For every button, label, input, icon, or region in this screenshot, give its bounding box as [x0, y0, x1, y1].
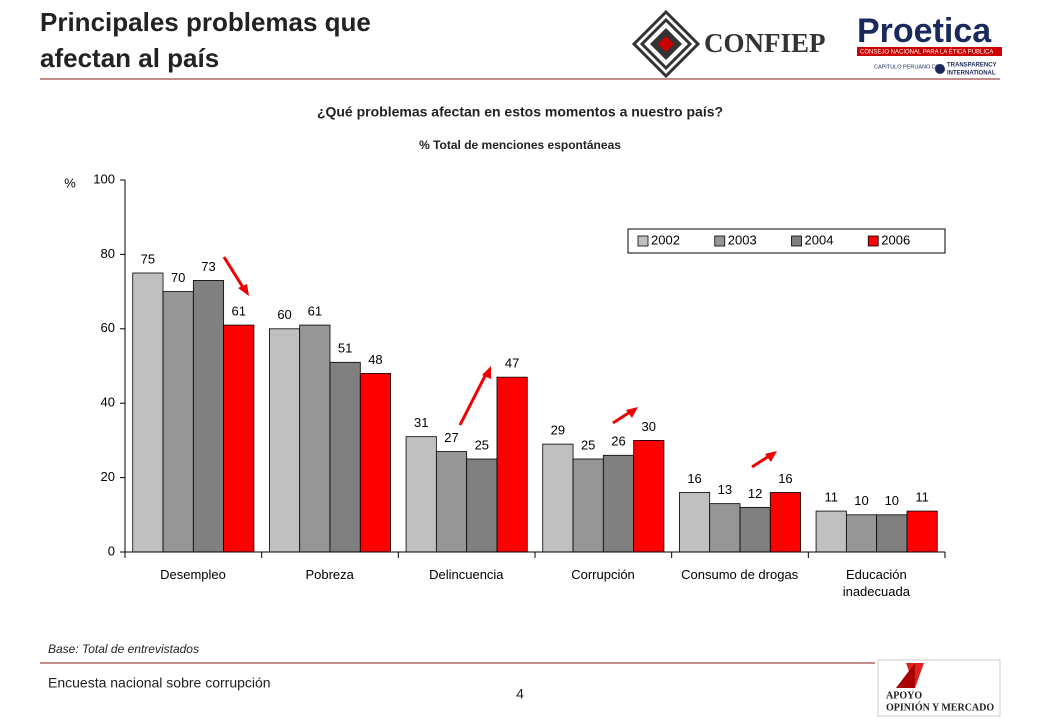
value-label: 10	[854, 493, 868, 508]
x-tick-label: Educación inadecuada	[842, 567, 910, 599]
bar	[329, 361, 361, 553]
y-tick-label: 80	[101, 246, 115, 261]
bar	[845, 514, 878, 553]
survey-name: Encuesta nacional sobre corrupción	[48, 675, 271, 691]
page-number: 4	[516, 686, 524, 702]
confiep-text: CONFIEP	[704, 28, 826, 58]
legend-box	[627, 228, 946, 254]
value-label: 75	[141, 251, 155, 266]
trend-arrows	[222, 256, 777, 469]
slide-title: afectan al país	[40, 43, 219, 73]
value-label: 11	[824, 490, 838, 505]
value-label: 48	[368, 352, 382, 367]
x-tick-label: Consumo de drogas	[681, 567, 799, 582]
bar	[739, 506, 771, 553]
bar	[435, 451, 468, 553]
ti-text: INTERNATIONAL	[947, 71, 996, 77]
ti-text: TRANSPARENCY	[947, 63, 997, 69]
value-label: 11	[915, 490, 929, 505]
bar	[466, 458, 498, 553]
bar	[633, 439, 665, 553]
y-tick-label: 60	[101, 320, 115, 335]
value-label: 61	[308, 304, 322, 319]
value-label: 61	[232, 304, 246, 319]
value-label: 31	[414, 415, 428, 430]
confiep-logo: CONFIEP	[631, 9, 826, 79]
bar	[223, 324, 255, 553]
bar	[268, 328, 301, 553]
apoyo-logo: APOYO OPINIÓN Y MERCADO	[877, 659, 1001, 717]
value-label: 70	[171, 270, 185, 285]
value-label: 25	[581, 437, 595, 452]
x-tick-label: Delincuencia	[429, 567, 504, 582]
legend-swatch	[791, 235, 802, 247]
bar	[359, 373, 391, 553]
value-label: 16	[778, 471, 792, 486]
bar	[679, 492, 711, 553]
bar	[299, 324, 331, 553]
value-label: 25	[475, 437, 489, 452]
legend-label: 2002	[651, 232, 680, 247]
value-label: 30	[642, 419, 656, 434]
legend-label: 2006	[881, 232, 910, 247]
chart-subtitle: % Total de menciones espontáneas	[419, 138, 621, 152]
legend-swatch	[867, 235, 879, 247]
legend-label: 2003	[728, 232, 757, 247]
value-label: 12	[748, 486, 762, 501]
bar	[162, 291, 194, 553]
proetica-text: Proetica	[857, 12, 992, 50]
y-tick-label: 100	[93, 171, 115, 186]
bar	[542, 443, 574, 553]
bar	[192, 280, 225, 553]
value-label: 47	[505, 356, 519, 371]
slide-title: Principales problemas que	[40, 7, 371, 37]
value-label: 60	[277, 307, 291, 322]
chart-title: ¿Qué problemas afectan en estos momentos…	[317, 104, 723, 120]
bar	[906, 510, 938, 553]
bar	[769, 492, 801, 553]
legend-swatch	[637, 235, 649, 247]
bar	[876, 514, 908, 553]
x-tick-label: Pobreza	[305, 567, 354, 582]
y-tick-label: 20	[101, 469, 115, 484]
value-label: 10	[885, 493, 899, 508]
value-label: 29	[551, 423, 565, 438]
value-label: 27	[444, 430, 458, 445]
legend-swatch	[714, 235, 726, 247]
value-label: 51	[338, 341, 352, 356]
chapter-text: CAPÍTULO PERUANO DE:	[874, 63, 941, 70]
legend-label: 2004	[805, 232, 834, 247]
y-tick-label: 0	[108, 543, 115, 558]
proetica-logo: Proetica CONSEJO NACIONAL PARA LA ÉTICA …	[857, 12, 1002, 77]
bar	[602, 454, 635, 553]
value-label: 13	[718, 482, 732, 497]
apoyo-text: OPINIÓN Y MERCADO	[886, 701, 994, 713]
x-tick-label: Corrupción	[571, 567, 635, 582]
y-tick-label: 40	[101, 395, 115, 410]
apoyo-text: APOYO	[886, 690, 922, 701]
bar	[496, 376, 528, 553]
y-axis-label: %	[64, 175, 76, 190]
value-label: 16	[687, 471, 701, 486]
base-note: Base: Total de entrevistados	[48, 642, 199, 656]
bar	[405, 436, 437, 553]
x-tick-label: Desempleo	[160, 567, 226, 582]
bar	[572, 458, 604, 553]
bar	[132, 272, 164, 553]
proetica-sub: CONSEJO NACIONAL PARA LA ÉTICA PÚBLICA	[860, 49, 993, 56]
bar	[709, 503, 741, 553]
value-label: 26	[611, 434, 625, 449]
value-label: 73	[201, 259, 215, 274]
bar	[815, 510, 847, 553]
